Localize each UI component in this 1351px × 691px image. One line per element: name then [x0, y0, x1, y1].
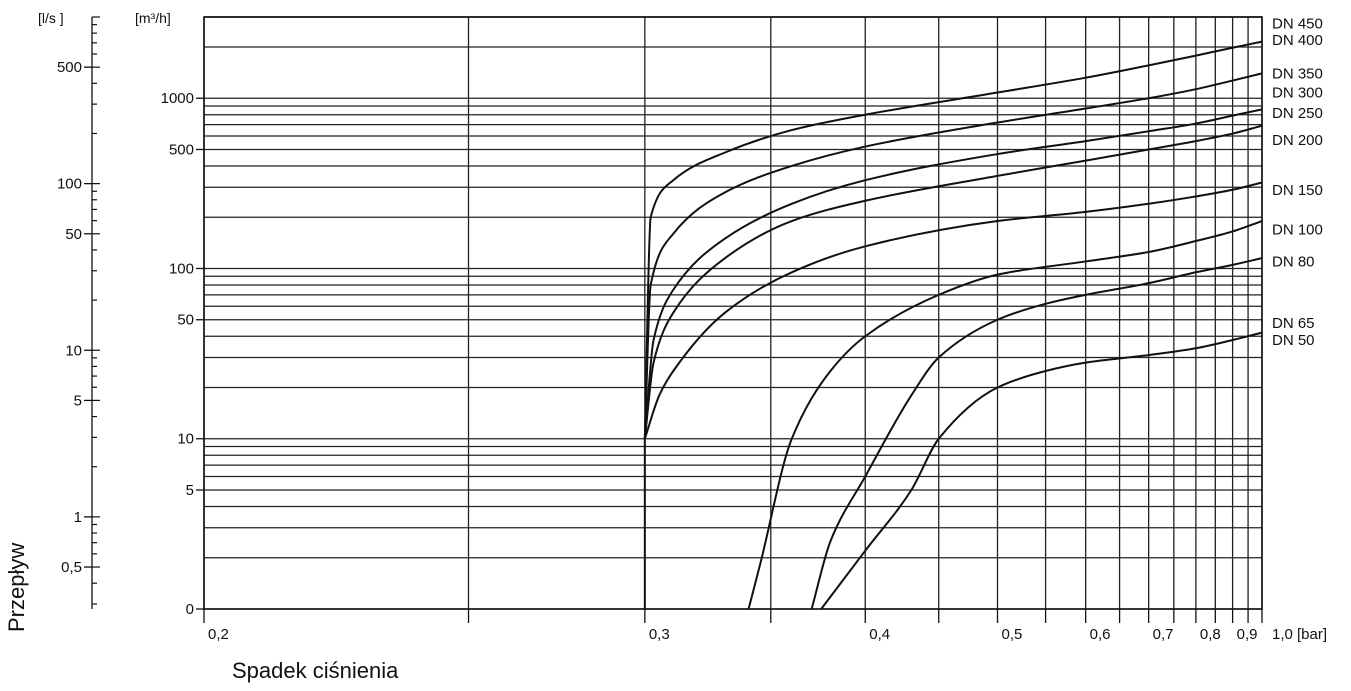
- y-tick-label-ls: 5: [74, 392, 82, 409]
- y-tick-label-ls: 1: [74, 509, 82, 526]
- series-label: DN 65: [1272, 315, 1315, 332]
- x-tick-label: 0,5: [1002, 626, 1023, 643]
- y-axis-title: Przepływ: [4, 543, 29, 632]
- series-curve: [643, 40, 1263, 439]
- y-tick-label-m3h: 500: [169, 141, 194, 158]
- labels-group: 0,2 0,3 0,4 0,5 0,6 0,7 0,8 0,90510501005001000…: [57, 15, 1323, 643]
- series-label: DN 150: [1272, 182, 1323, 199]
- series-curve: [820, 331, 1263, 610]
- x-tick-label: 0,6: [1090, 626, 1111, 643]
- series-label: DN 300: [1272, 85, 1323, 102]
- y-tick-label-m3h: 100: [169, 260, 194, 277]
- x-tick-label: 0,7: [1153, 626, 1174, 643]
- y-tick-label-ls: 500: [57, 59, 82, 76]
- series-label: DN 400: [1272, 32, 1323, 49]
- y-tick-label-m3h: 5: [186, 482, 194, 499]
- y-tick-label-ls: 0,5: [61, 559, 82, 576]
- series-label: DN 200: [1272, 132, 1323, 149]
- y-tick-label-ls: 100: [57, 176, 82, 193]
- x-tick-label: 0,8: [1200, 626, 1221, 643]
- series-curve: [643, 72, 1263, 439]
- y-unit-m3h: [m³/h]: [135, 10, 171, 26]
- y-unit-ls: [l/s ]: [38, 10, 64, 26]
- x-tick-label: 0,3: [649, 626, 670, 643]
- series-curve: [747, 220, 1263, 610]
- axes-group: [84, 16, 1263, 623]
- y-tick-label-m3h: 1000: [161, 90, 194, 107]
- plot-frame: [203, 16, 1263, 610]
- y-tick-label-m3h: 0: [186, 601, 194, 618]
- series-curve: [643, 181, 1263, 440]
- x-tick-label: 0,4: [869, 626, 890, 643]
- x-axis-title: Spadek ciśnienia: [232, 658, 399, 683]
- series-curve: [643, 108, 1263, 439]
- series-group: [643, 40, 1263, 610]
- series-label: DN 50: [1272, 332, 1315, 349]
- y-tick-label-ls: 10: [65, 342, 82, 359]
- series-label: DN 350: [1272, 65, 1323, 82]
- x-tick-label: 0,2: [208, 626, 229, 643]
- series-label: DN 100: [1272, 221, 1323, 238]
- x-tick-label: 0,9: [1237, 626, 1258, 643]
- series-curve: [810, 257, 1263, 610]
- series-label: DN 450: [1272, 15, 1323, 32]
- y-tick-label-ls: 50: [65, 226, 82, 243]
- y-tick-label-m3h: 50: [177, 312, 194, 329]
- x-axis-unit-label: 1,0 [bar]: [1272, 626, 1327, 643]
- series-label: DN 80: [1272, 253, 1315, 270]
- y-tick-label-m3h: 10: [177, 431, 194, 448]
- grid: [203, 16, 1263, 610]
- series-label: DN 250: [1272, 105, 1323, 122]
- series-curve: [643, 124, 1263, 439]
